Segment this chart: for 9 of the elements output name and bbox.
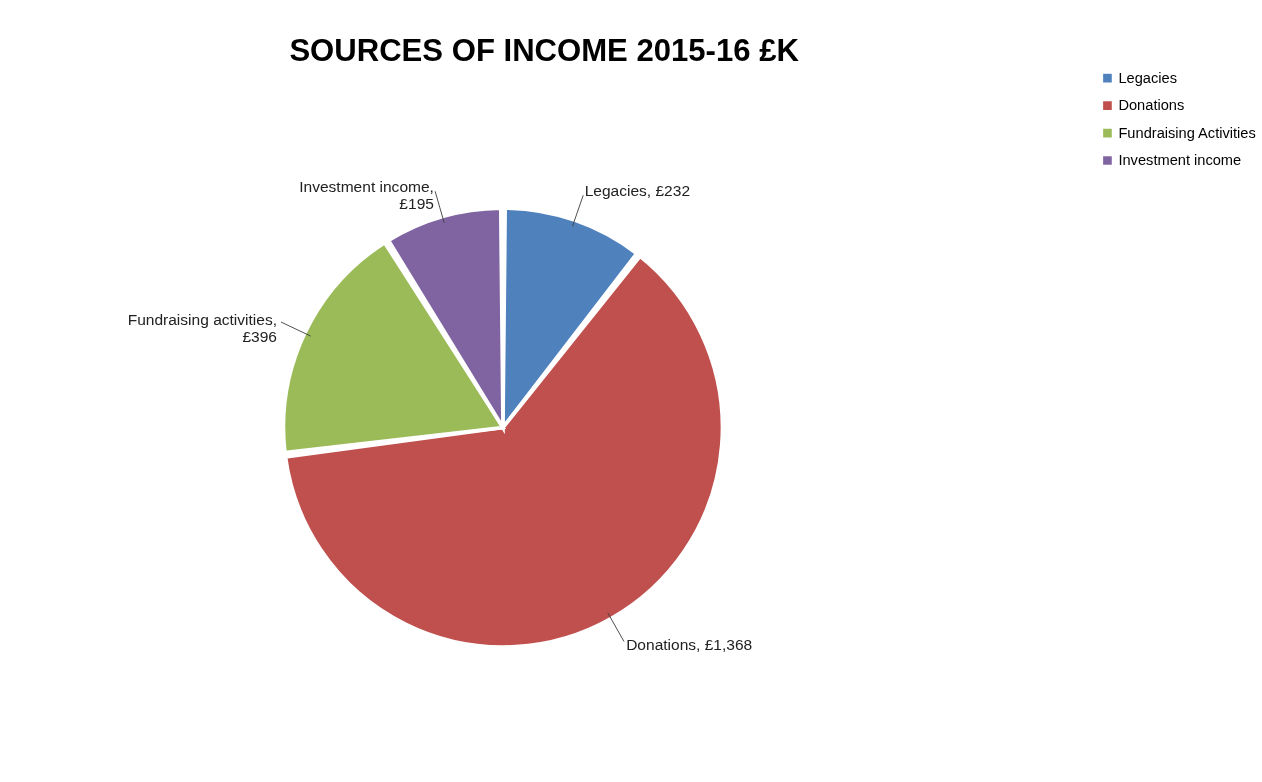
chart-title: SOURCES OF INCOME 2015-16 £K bbox=[289, 32, 800, 68]
legend-label: Investment income bbox=[1118, 152, 1242, 169]
legend-label: Donations bbox=[1118, 97, 1185, 114]
legend-label: Fundraising Activities bbox=[1118, 124, 1256, 141]
data-label: Donations, £1,368 bbox=[626, 635, 753, 653]
legend-label: Legacies bbox=[1118, 69, 1177, 86]
data-label: Investment income, £195 bbox=[299, 177, 434, 212]
data-label: Legacies, £232 bbox=[584, 181, 691, 199]
data-label: Fundraising activities, £396 bbox=[127, 310, 277, 346]
